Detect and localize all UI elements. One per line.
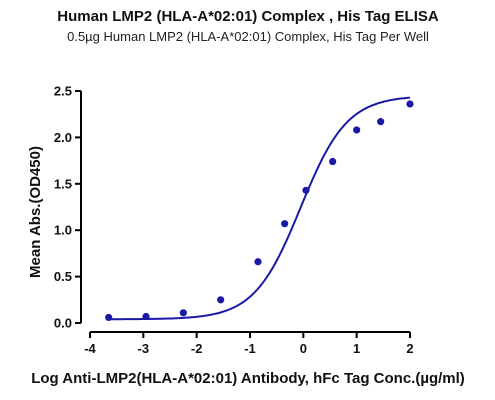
data-point [254,258,262,266]
data-point [105,313,113,322]
x-tick-label: -3 [138,341,150,356]
data-point [406,100,414,108]
y-tick-label: 1.5 [54,176,72,191]
data-point [329,157,337,166]
data-point [353,126,361,134]
x-tick-label: 1 [353,341,360,356]
data-point [281,220,289,228]
data-point [142,312,150,321]
chart-title: Human LMP2 (HLA-A*02:01) Complex , His T… [57,8,439,25]
x-tick-label: 0 [300,341,307,356]
y-tick-label: 0.0 [54,316,72,331]
y-tick-label: 1.0 [54,223,72,238]
x-tick-label: -1 [244,341,256,356]
y-tick-label: 2.0 [54,130,72,145]
fit-curve [108,96,411,321]
chart-subtitle: 0.5µg Human LMP2 (HLA-A*02:01) Complex, … [67,29,429,44]
axes: 0.0 0.5 1.0 1.5 2.0 2.5 -4 -3 -2 -1 0 1 2 [54,84,414,357]
data-point [302,186,310,194]
data-point [179,309,187,317]
y-axis-label: Mean Abs.(OD450) [27,146,44,278]
x-tick-label: 2 [406,341,413,356]
x-axis-label: Log Anti-LMP2(HLA-A*02:01) Antibody, hFc… [31,370,465,387]
x-tick-label: -4 [84,341,96,356]
y-tick-label: 0.5 [54,269,72,284]
data-point [217,296,225,304]
data-marks [105,96,414,322]
data-point [377,118,385,126]
y-tick-label: 2.5 [54,84,72,99]
x-tick-label: -2 [191,341,203,356]
